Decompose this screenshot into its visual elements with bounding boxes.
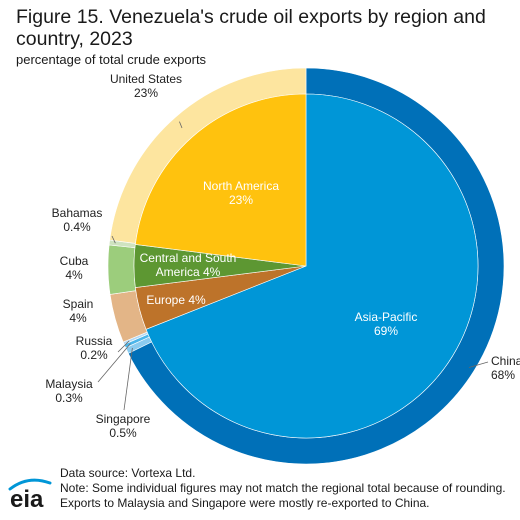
chart-footer: Data source: Vortexa Ltd. Note: Some ind… xyxy=(60,466,506,511)
label-bahamas: Bahamas 0.4% xyxy=(52,206,103,234)
data-source: Data source: Vortexa Ltd. xyxy=(60,466,196,480)
label-russia: Russia 0.2% xyxy=(76,334,113,362)
leader-lines xyxy=(97,121,489,411)
pie-chart: North America 23% Central and South America… xyxy=(45,67,520,465)
label-cuba: Cuba 4% xyxy=(60,254,89,282)
label-asia-pacific: Asia-Pacific 69% xyxy=(355,310,418,338)
slice-north-america xyxy=(135,93,307,267)
leader-russia xyxy=(117,340,130,353)
eia-logo-text: eia xyxy=(10,486,44,513)
leader-china xyxy=(468,361,489,368)
label-malaysia: Malaysia 0.3% xyxy=(45,377,93,405)
eia-logo: eia xyxy=(8,478,52,513)
label-china: China 68% xyxy=(491,354,520,382)
leader-bahamas xyxy=(111,235,116,244)
note-line-2: Exports to Malaysia and Singapore were m… xyxy=(60,496,430,510)
label-central-and-south-america: Central and South America 4% xyxy=(140,251,237,279)
label-spain: Spain 4% xyxy=(63,297,94,325)
region-pie xyxy=(133,93,479,439)
label-europe: Europe 4% xyxy=(146,293,206,307)
label-north-america: North America 23% xyxy=(203,179,279,207)
leader-singapore xyxy=(123,347,133,411)
label-singapore: Singapore 0.5% xyxy=(96,412,151,440)
leader-united-states xyxy=(179,121,183,129)
chart-title: Figure 15. Venezuela's crude oil exports… xyxy=(16,6,486,50)
slice-cuba xyxy=(107,244,137,295)
note-line-1: Note: Some individual figures may not ma… xyxy=(60,481,506,495)
leader-malaysia xyxy=(97,343,131,383)
label-united-states: United States 23% xyxy=(110,72,182,100)
eia-logo-swoosh xyxy=(8,478,52,491)
chart-subtitle: percentage of total crude exports xyxy=(16,52,207,67)
slice-asia-pacific xyxy=(145,93,479,439)
slice-labels: North America 23% Central and South America… xyxy=(45,72,520,440)
